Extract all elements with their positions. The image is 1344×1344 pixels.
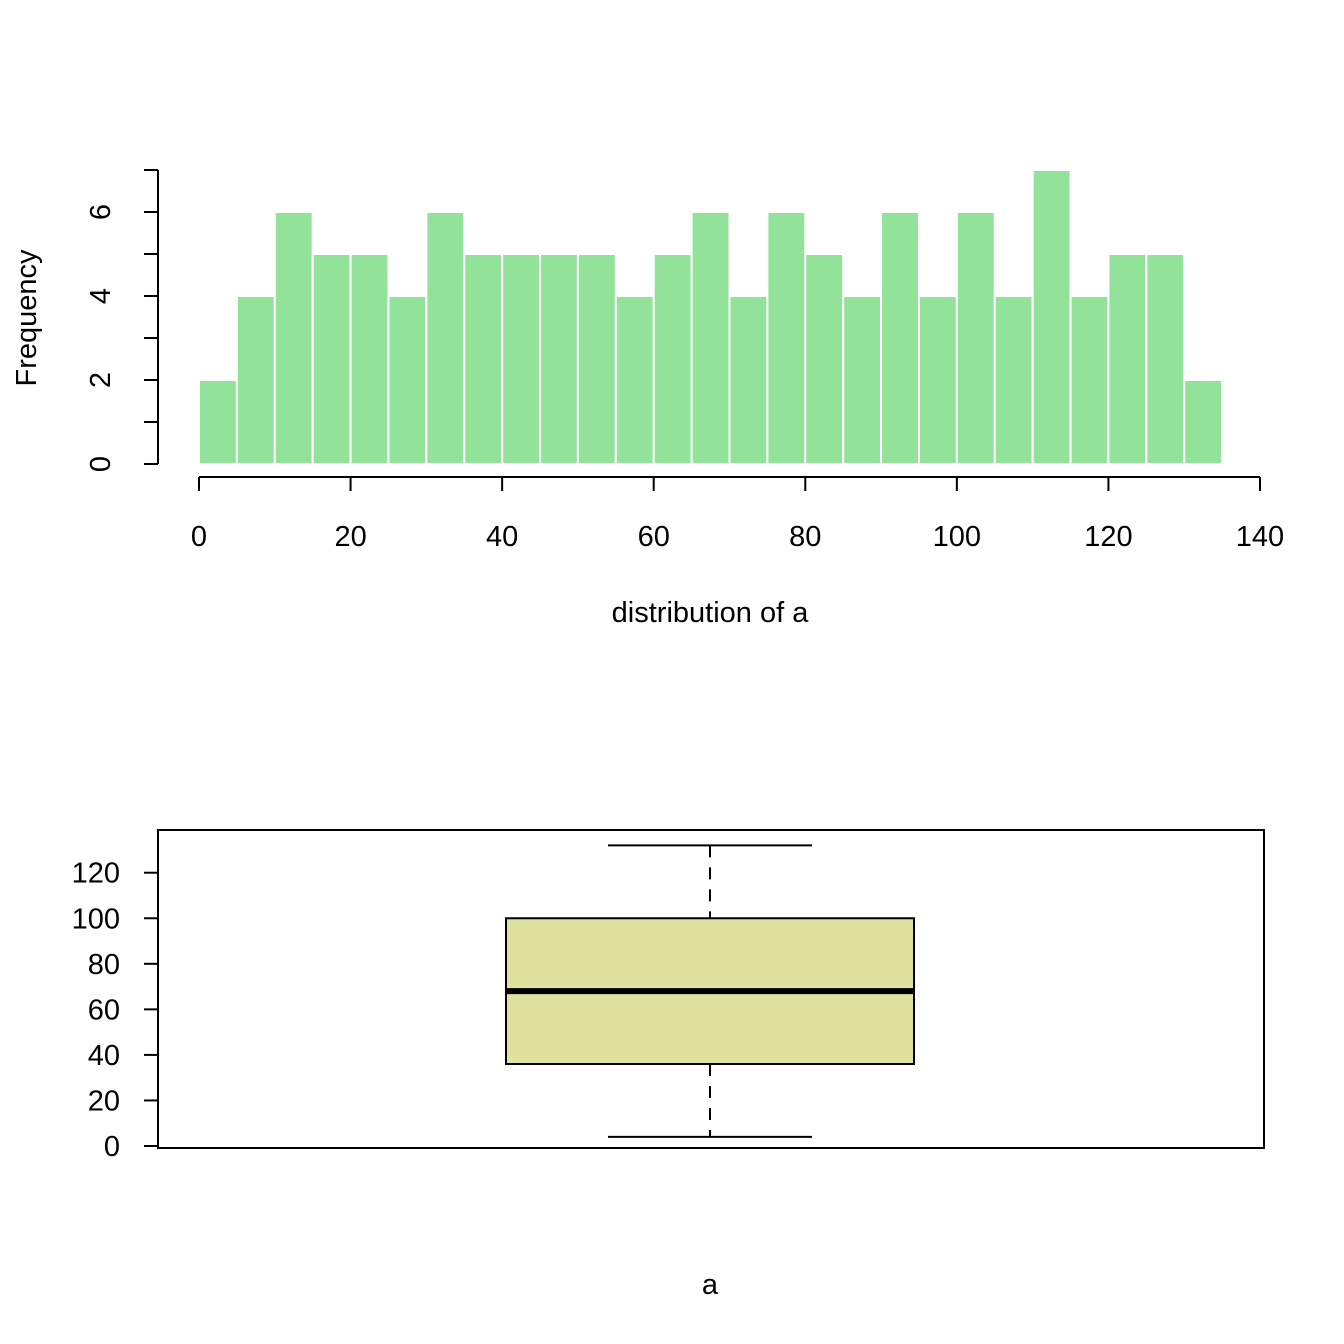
boxplot-y-tick-label: 60 bbox=[88, 994, 120, 1026]
histogram-panel: 0 20 40 60 80 100 120 140 0 2 4 6 distribution of … bbox=[11, 169, 1284, 629]
histogram-bar bbox=[1145, 253, 1186, 465]
histogram-y-tick-label: 2 bbox=[85, 372, 117, 388]
histogram-bar bbox=[728, 295, 769, 465]
boxplot-y-tick-label: 20 bbox=[88, 1085, 120, 1117]
histogram-bar bbox=[842, 295, 883, 465]
boxplot-y-tick-label: 0 bbox=[104, 1131, 120, 1163]
histogram-bar bbox=[652, 253, 693, 465]
boxplot-y-tick-label: 120 bbox=[72, 858, 120, 890]
histogram-bar bbox=[1031, 169, 1072, 465]
histogram-bar bbox=[387, 295, 428, 465]
boxplot-y-tick-label: 100 bbox=[72, 903, 120, 935]
histogram-bar bbox=[311, 253, 352, 465]
histogram-bar bbox=[690, 211, 731, 465]
histogram-bar bbox=[501, 253, 542, 465]
histogram-x-axis: 0 20 40 60 80 100 120 140 bbox=[191, 476, 1284, 553]
histogram-y-tick-label: 0 bbox=[85, 456, 117, 472]
histogram-bar bbox=[1107, 253, 1148, 465]
histogram-bar bbox=[576, 253, 617, 465]
histogram-bar bbox=[273, 211, 314, 465]
histogram-bar bbox=[917, 295, 958, 465]
histogram-x-tick-label: 60 bbox=[638, 521, 670, 553]
histogram-bar bbox=[349, 253, 390, 465]
histogram-x-tick-label: 120 bbox=[1084, 521, 1132, 553]
histogram-x-tick-label: 20 bbox=[334, 521, 366, 553]
histogram-bar bbox=[425, 211, 466, 465]
histogram-bar bbox=[766, 211, 807, 465]
histogram-x-tick-label: 80 bbox=[789, 521, 821, 553]
boxplot-y-tick-label: 80 bbox=[88, 949, 120, 981]
histogram-y-axis-title: Frequency bbox=[11, 249, 43, 387]
histogram-bar bbox=[614, 295, 655, 465]
histogram-bar bbox=[955, 211, 996, 465]
boxplot-panel: 0 20 40 60 80 100 120 a bbox=[72, 829, 1265, 1301]
histogram-y-tick-label: 4 bbox=[85, 288, 117, 304]
histogram-x-tick-label: 0 bbox=[191, 521, 207, 553]
histogram-bar bbox=[539, 253, 579, 465]
histogram-bar bbox=[880, 211, 920, 465]
histogram-x-tick-label: 100 bbox=[933, 521, 981, 553]
histogram-x-tick-label: 140 bbox=[1236, 521, 1284, 553]
histogram-bar bbox=[1183, 379, 1224, 465]
histogram-y-axis: 0 2 4 6 bbox=[85, 169, 159, 472]
histogram-y-tick-label: 6 bbox=[85, 204, 117, 220]
histogram-bar bbox=[993, 295, 1034, 465]
histogram-bars bbox=[198, 169, 1224, 465]
boxplot-y-axis: 0 20 40 60 80 100 120 bbox=[72, 858, 159, 1163]
histogram-bar bbox=[1069, 295, 1110, 465]
histogram-bar bbox=[198, 379, 238, 465]
histogram-bar bbox=[804, 253, 845, 465]
boxplot-shapes bbox=[505, 844, 915, 1138]
histogram-bar bbox=[235, 295, 276, 465]
histogram-bar bbox=[463, 253, 504, 465]
boxplot-x-axis-title: a bbox=[702, 1269, 719, 1301]
histogram-x-tick-label: 40 bbox=[486, 521, 518, 553]
boxplot-y-tick-label: 40 bbox=[88, 1040, 120, 1072]
histogram-x-axis-title: distribution of a bbox=[612, 597, 810, 629]
